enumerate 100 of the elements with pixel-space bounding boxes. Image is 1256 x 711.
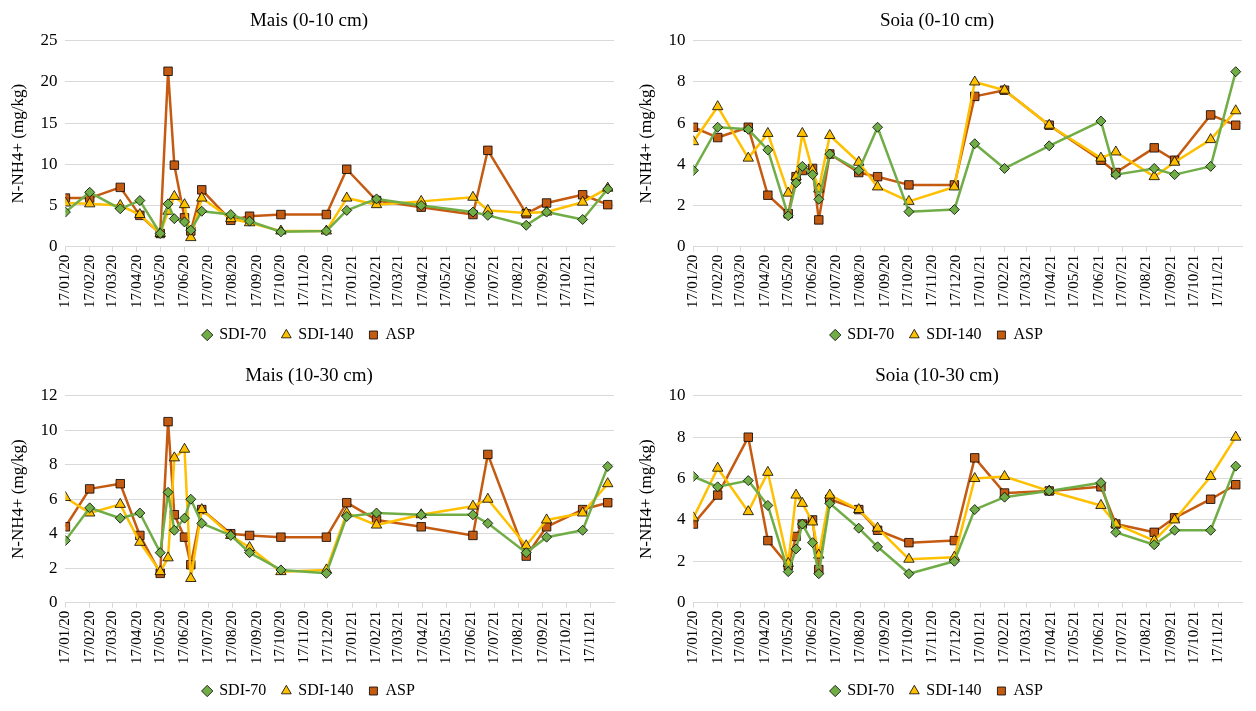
x-tick-label: 17/12/20 xyxy=(946,254,963,309)
y-tick-label: 4 xyxy=(676,153,686,173)
x-tick-label: 17/01/20 xyxy=(684,254,701,309)
x-tick-label: 17/01/21 xyxy=(343,610,360,665)
chart-title: Mais (0-10 cm) xyxy=(249,9,369,32)
x-tick-label: 17/05/20 xyxy=(151,610,168,665)
x-tick-label: 17/10/21 xyxy=(557,610,574,665)
x-tick-label: 17/08/21 xyxy=(1137,610,1154,665)
x-tick-label: 17/03/21 xyxy=(389,610,406,665)
x-tick-label: 17/12/20 xyxy=(318,610,335,665)
x-tick-label: 17/01/20 xyxy=(56,254,73,309)
x-tick-label: 17/04/20 xyxy=(127,254,144,309)
x-tick-label: 17/08/20 xyxy=(851,254,868,309)
x-tick-label: 17/05/21 xyxy=(1065,254,1082,309)
x-tick-label: 17/02/20 xyxy=(708,610,725,665)
x-tick-label: 17/02/20 xyxy=(80,610,97,665)
x-tick-label: 17/07/21 xyxy=(1113,610,1130,665)
x-tick-label: 17/11/20 xyxy=(923,254,940,308)
y-tick-label: 12 xyxy=(40,385,58,405)
x-tick-label: 17/07/20 xyxy=(826,610,843,665)
x-tick-label: 17/04/20 xyxy=(755,610,772,665)
x-tick-label: 17/03/21 xyxy=(1017,254,1034,309)
x-tick-label: 17/09/20 xyxy=(875,254,892,309)
legend-label: SDI-140 xyxy=(298,681,354,699)
x-tick-label: 17/11/21 xyxy=(581,610,598,664)
legend-label: SDI-70 xyxy=(847,325,895,343)
x-tick-label: 17/03/20 xyxy=(731,254,748,309)
legend-label: ASP xyxy=(1013,681,1043,699)
x-tick-label: 17/02/21 xyxy=(995,254,1012,309)
x-tick-label: 17/03/20 xyxy=(103,610,120,665)
x-tick-label: 17/11/21 xyxy=(1209,610,1226,664)
y-tick-label: 2 xyxy=(676,194,686,214)
x-tick-label: 17/09/20 xyxy=(247,610,264,665)
x-tick-label: 17/01/21 xyxy=(971,610,988,665)
x-tick-label: 17/11/21 xyxy=(581,254,598,308)
y-tick-label: 6 xyxy=(676,112,686,132)
x-tick-label: 17/08/21 xyxy=(509,610,526,665)
x-tick-label: 17/09/21 xyxy=(533,254,550,309)
x-tick-label: 17/03/20 xyxy=(103,254,120,309)
x-tick-label: 17/08/21 xyxy=(1137,254,1154,309)
x-tick-label: 17/11/21 xyxy=(1209,254,1226,308)
y-tick-label: 0 xyxy=(676,592,686,612)
chart-title: Soia (10-30 cm) xyxy=(875,364,999,387)
legend-label: ASP xyxy=(385,325,415,343)
x-tick-label: 17/06/20 xyxy=(175,610,192,665)
y-tick-label: 8 xyxy=(676,426,686,446)
x-tick-label: 17/06/21 xyxy=(1089,610,1106,665)
x-tick-label: 17/03/20 xyxy=(731,610,748,665)
x-tick-label: 17/05/20 xyxy=(151,254,168,309)
x-tick-label: 17/08/20 xyxy=(223,254,240,309)
x-tick-label: 17/08/20 xyxy=(223,610,240,665)
x-tick-label: 17/06/21 xyxy=(461,610,478,665)
legend-label: SDI-140 xyxy=(926,681,982,699)
x-tick-label: 17/04/21 xyxy=(413,254,430,309)
x-tick-label: 17/01/21 xyxy=(971,254,988,309)
y-tick-label: 4 xyxy=(676,509,686,529)
y-tick-label: 10 xyxy=(668,30,686,50)
y-axis-title: N-NH4+ (mg/kg) xyxy=(635,83,655,204)
y-tick-label: 25 xyxy=(40,30,58,50)
x-tick-label: 17/06/21 xyxy=(1089,254,1106,309)
x-tick-label: 17/10/20 xyxy=(899,254,916,309)
x-tick-label: 17/04/21 xyxy=(1041,610,1058,665)
x-tick-label: 17/04/20 xyxy=(755,254,772,309)
x-tick-label: 17/04/21 xyxy=(413,610,430,665)
y-tick-label: 10 xyxy=(40,419,58,439)
x-tick-label: 17/05/20 xyxy=(779,610,796,665)
chart-title: Soia (0-10 cm) xyxy=(880,9,994,32)
legend-label: SDI-140 xyxy=(926,325,982,343)
y-tick-label: 0 xyxy=(48,236,58,256)
x-tick-label: 17/05/21 xyxy=(437,610,454,665)
x-tick-label: 17/09/20 xyxy=(247,254,264,309)
y-axis-title: N-NH4+ (mg/kg) xyxy=(635,439,655,560)
x-tick-label: 17/07/21 xyxy=(1113,254,1130,309)
x-tick-label: 17/08/20 xyxy=(851,610,868,665)
legend-label: SDI-70 xyxy=(847,681,895,699)
x-tick-label: 17/10/21 xyxy=(557,254,574,309)
y-tick-label: 10 xyxy=(40,153,58,173)
y-tick-label: 0 xyxy=(48,592,58,612)
x-tick-label: 17/10/21 xyxy=(1185,254,1202,309)
y-axis-title: N-NH4+ (mg/kg) xyxy=(7,439,27,560)
y-tick-label: 0 xyxy=(676,236,686,256)
x-tick-label: 17/07/20 xyxy=(198,254,215,309)
x-tick-label: 17/10/20 xyxy=(271,610,288,665)
y-tick-label: 6 xyxy=(676,468,686,488)
x-tick-label: 17/01/21 xyxy=(343,254,360,309)
x-tick-label: 17/07/20 xyxy=(826,254,843,309)
x-tick-label: 17/11/20 xyxy=(923,610,940,664)
x-tick-label: 17/01/20 xyxy=(684,610,701,665)
x-tick-label: 17/07/21 xyxy=(485,254,502,309)
x-tick-label: 17/10/21 xyxy=(1185,610,1202,665)
y-tick-label: 20 xyxy=(40,71,58,91)
chart-title: Mais (10-30 cm) xyxy=(245,364,373,387)
x-tick-label: 17/06/20 xyxy=(803,254,820,309)
x-tick-label: 17/02/20 xyxy=(708,254,725,309)
y-tick-label: 15 xyxy=(40,112,58,132)
x-tick-label: 17/05/21 xyxy=(1065,610,1082,665)
x-tick-label: 17/09/21 xyxy=(533,610,550,665)
x-tick-label: 17/07/21 xyxy=(485,610,502,665)
x-tick-label: 17/03/21 xyxy=(1017,610,1034,665)
x-tick-label: 17/05/20 xyxy=(779,254,796,309)
